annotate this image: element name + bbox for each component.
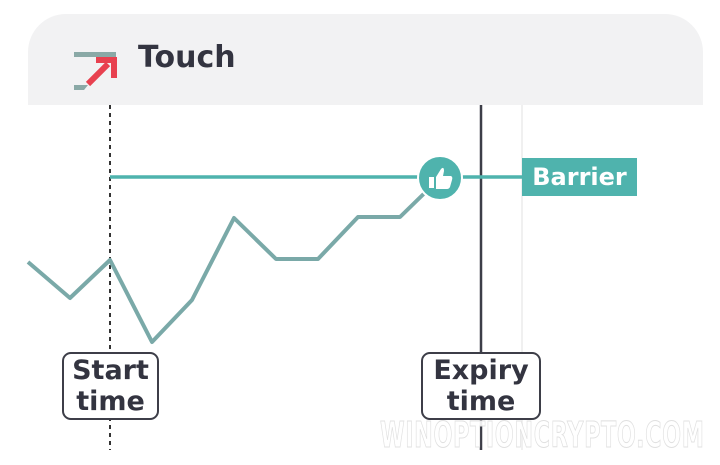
- expiry-time-line1: Expiry: [433, 355, 529, 386]
- start-time-label: Start time: [62, 352, 159, 420]
- price-line: [26, 176, 442, 344]
- expiry-time-label: Expiry time: [421, 352, 541, 420]
- expiry-time-line2: time: [446, 386, 516, 417]
- start-time-line1: Start: [72, 355, 149, 386]
- start-time-line2: time: [76, 386, 145, 417]
- thumbs-up-icon: [417, 155, 463, 201]
- touch-arrow-icon: [74, 52, 117, 90]
- watermark: WINOPTIONCRYPTO.COM: [380, 415, 705, 457]
- page-title: Touch: [138, 40, 236, 75]
- barrier-label: Barrier: [522, 158, 637, 196]
- header: Touch: [28, 14, 703, 105]
